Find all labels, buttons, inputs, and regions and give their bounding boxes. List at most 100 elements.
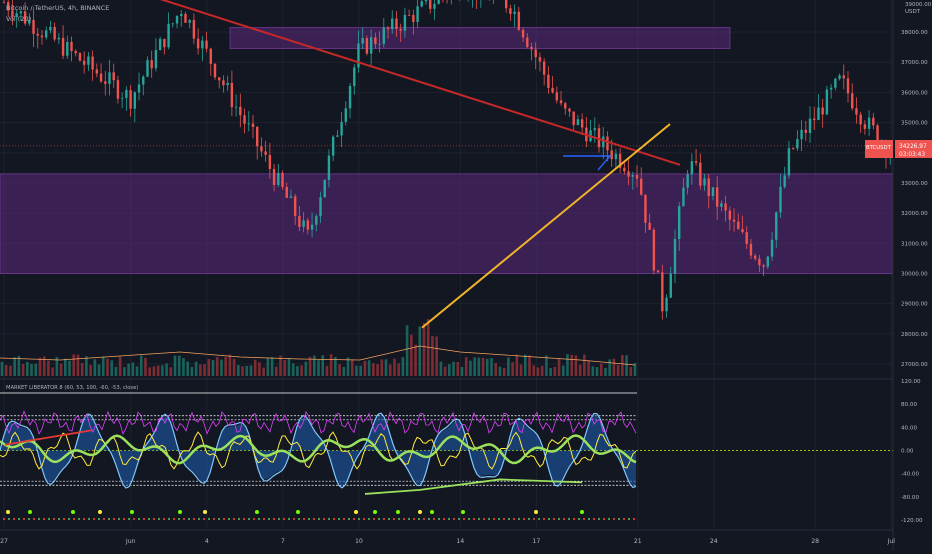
time-tick-label: 21 <box>634 538 642 545</box>
price-tick-label: 27000.00 <box>901 362 928 368</box>
signal-dot <box>396 510 400 514</box>
signal-dot <box>392 517 396 521</box>
price-zone[interactable] <box>0 173 894 274</box>
signal-dot <box>582 517 586 521</box>
signal-dot <box>627 517 631 521</box>
price-zone[interactable] <box>229 27 731 50</box>
resistance-trendline[interactable] <box>150 0 681 166</box>
signal-dot <box>457 517 461 521</box>
volume-bar <box>258 362 261 376</box>
volume-bar <box>123 367 126 376</box>
candle <box>559 100 563 104</box>
signal-dot <box>527 517 531 521</box>
signal-dot <box>232 517 236 521</box>
candle <box>243 115 246 124</box>
time-tick-label: 14 <box>456 538 464 545</box>
oscillator-scale[interactable]: 120.00 80.00 40.00 0.00 -40.00 -80.00 -120.00 <box>901 379 923 524</box>
price-tick-label: 36000.00 <box>901 90 928 96</box>
divergence-line[interactable] <box>4 429 93 446</box>
time-tick-label: 10 <box>355 538 363 545</box>
volume-bar <box>101 356 105 376</box>
signal-dot <box>477 517 481 521</box>
signal-dot <box>255 510 259 514</box>
volume-bar <box>363 360 367 376</box>
volume-bar <box>422 322 426 376</box>
signal-dot <box>418 510 422 514</box>
signal-dot <box>287 517 291 521</box>
candle <box>703 178 706 186</box>
candle <box>289 196 293 198</box>
signal-dot <box>237 517 241 521</box>
candle <box>724 203 727 211</box>
candle <box>391 18 394 30</box>
candle <box>661 272 664 312</box>
price-tick-label: 28000.00 <box>901 332 928 338</box>
candle <box>256 126 259 147</box>
volume-bar <box>599 363 603 376</box>
volume-bar <box>342 366 346 376</box>
candle <box>344 108 348 122</box>
volume-bar <box>190 366 194 376</box>
candle <box>171 23 174 25</box>
volume-bar <box>131 362 135 376</box>
volume-bar <box>4 365 8 376</box>
candle <box>623 167 626 172</box>
signal-dot <box>632 517 636 521</box>
candle <box>606 136 609 151</box>
volume-bar <box>536 367 540 376</box>
pattern-drawing[interactable] <box>563 155 612 171</box>
signal-dot <box>382 517 386 521</box>
price-tick-label: 37000.00 <box>901 60 928 66</box>
candle <box>699 162 702 186</box>
signal-dot <box>557 517 561 521</box>
time-tick-label: 17 <box>532 538 540 545</box>
signal-dot <box>437 517 441 521</box>
divergence-line[interactable] <box>364 478 583 495</box>
volume-bar <box>186 361 189 376</box>
signal-dot <box>27 517 31 521</box>
trendlines[interactable] <box>0 0 893 329</box>
volume-bar <box>169 367 173 376</box>
volume-bar <box>625 355 628 376</box>
signal-dot <box>72 517 76 521</box>
candle <box>272 169 276 185</box>
candle <box>32 19 35 34</box>
volume-bar <box>464 357 468 376</box>
candle <box>234 106 238 108</box>
support-trendline[interactable] <box>421 123 671 329</box>
candlestick-series <box>2 0 932 320</box>
volume-bar <box>241 366 244 376</box>
candle <box>876 125 879 144</box>
volume-bar <box>317 360 320 376</box>
candle <box>192 20 196 39</box>
volume-bar <box>148 367 151 376</box>
candle <box>150 60 153 69</box>
candle <box>821 107 824 115</box>
signal-dot <box>547 517 551 521</box>
candle <box>775 212 778 240</box>
signal-dot <box>52 517 56 521</box>
candle <box>336 135 339 137</box>
volume-bar <box>262 367 265 376</box>
candle <box>49 26 52 31</box>
signal-dot <box>302 517 306 521</box>
volume-bar <box>156 365 160 376</box>
signal-dot <box>227 517 231 521</box>
signal-dot <box>412 517 416 521</box>
candle <box>707 178 710 197</box>
signal-dot <box>6 510 10 514</box>
candle <box>665 297 668 312</box>
signal-dot <box>217 517 221 521</box>
volume-bar <box>9 365 12 376</box>
signal-dot <box>537 517 541 521</box>
volume-bar <box>329 354 333 376</box>
candle <box>327 155 331 180</box>
signal-dot <box>207 517 211 521</box>
candle <box>817 107 820 121</box>
time-scale[interactable]: 27Jun47101417212428Jul5811151922 <box>0 538 932 545</box>
volume-bar <box>275 366 278 376</box>
signal-dot <box>367 517 371 521</box>
candle <box>534 49 537 58</box>
